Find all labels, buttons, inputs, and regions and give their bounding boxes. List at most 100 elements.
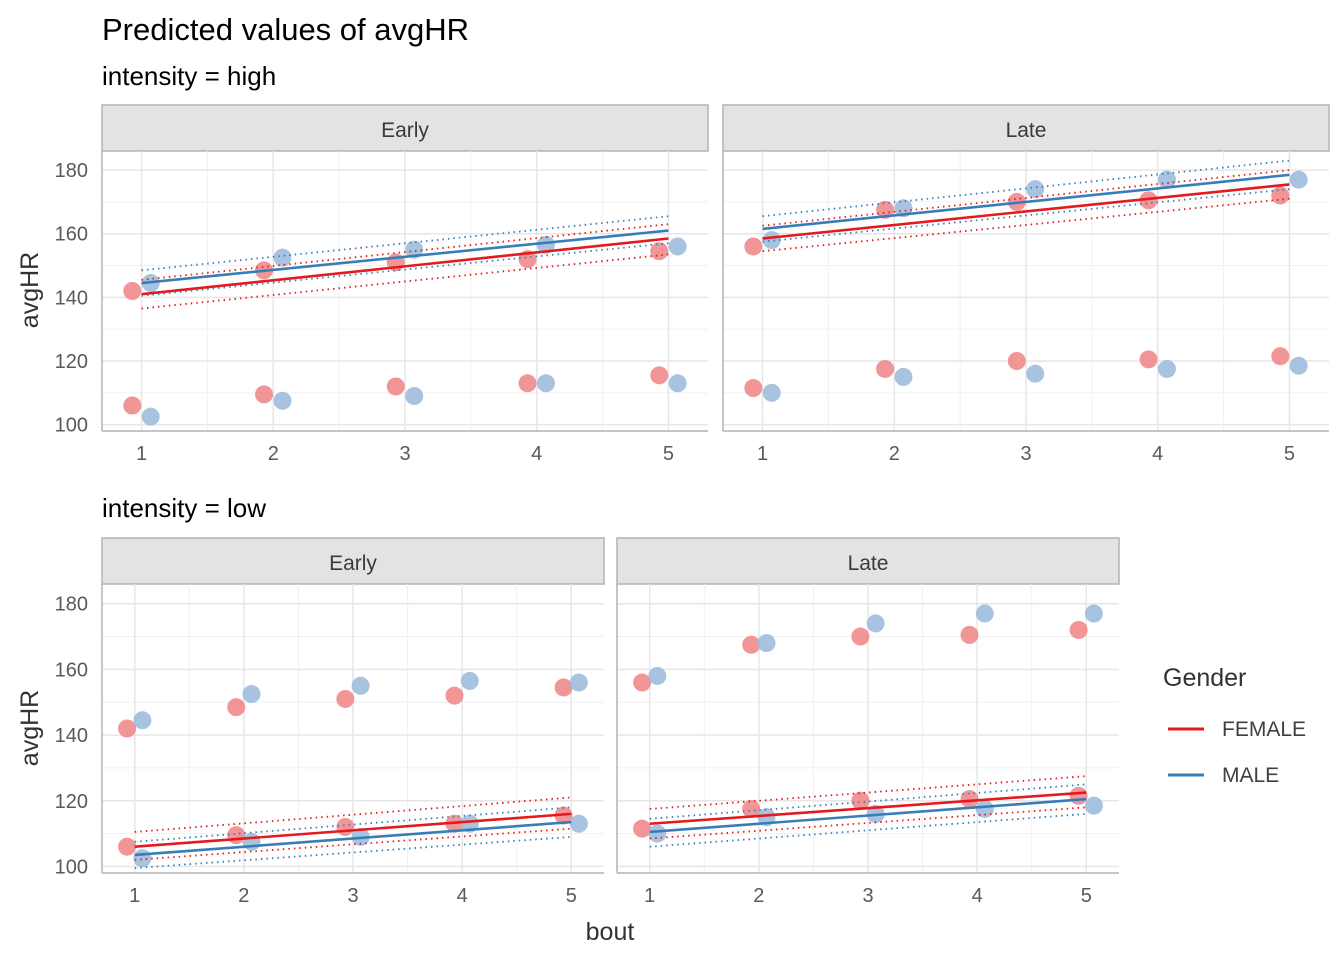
data-point-male	[648, 824, 667, 843]
fit-line-female	[141, 237, 669, 296]
data-point-female	[744, 237, 763, 256]
y-tick-label: 160	[55, 224, 88, 246]
data-point-female	[960, 790, 979, 809]
data-point-male	[536, 235, 555, 254]
ci-upper-female	[649, 775, 1087, 810]
data-point-male	[133, 849, 152, 868]
data-point-female	[742, 799, 761, 818]
data-point-male	[668, 237, 687, 256]
data-point-female	[386, 377, 405, 396]
data-point-male	[1157, 359, 1176, 378]
y-axis-title-low: avgHR	[16, 690, 44, 766]
data-point-female	[518, 374, 537, 393]
data-point-male	[975, 604, 994, 623]
x-axis-title: bout	[586, 918, 635, 946]
fit-line-male	[141, 229, 669, 285]
data-point-female	[1007, 352, 1026, 370]
data-point-male	[1026, 180, 1045, 199]
y-tick-label: 140	[55, 725, 88, 747]
x-tick-label: 3	[347, 885, 358, 907]
y-tick-label: 160	[55, 659, 88, 681]
x-tick-label: 2	[753, 885, 764, 907]
data-point-female	[554, 678, 573, 697]
ci-lower-female	[141, 253, 669, 310]
legend: Gender FEMALE MALE	[1163, 664, 1306, 787]
ci-lower-female	[134, 827, 572, 861]
data-point-male	[536, 374, 555, 393]
data-point-female	[633, 673, 652, 692]
facet-strip-label-high-late: Late	[1006, 119, 1047, 142]
fit-line-female	[649, 791, 1087, 826]
panel-subtitle-low: intensity = low	[102, 493, 266, 523]
x-tick-label: 5	[566, 885, 577, 907]
fit-line-female	[762, 183, 1290, 240]
x-tick-label: 1	[644, 885, 655, 907]
x-tick-label: 4	[531, 443, 542, 465]
data-point-male	[273, 248, 292, 267]
data-point-female	[1069, 786, 1088, 805]
x-tick-label: 4	[972, 885, 983, 907]
ci-upper-male	[134, 806, 572, 843]
data-point-female	[851, 627, 870, 646]
data-point-male	[273, 391, 292, 410]
data-point-male	[762, 231, 781, 250]
data-point-male	[1289, 170, 1308, 189]
x-tick-label: 2	[268, 443, 279, 465]
data-point-female	[1139, 350, 1158, 369]
ci-lower-male	[141, 242, 669, 297]
x-tick-label: 3	[399, 443, 410, 465]
data-point-male	[1026, 364, 1045, 383]
data-point-female	[1271, 186, 1290, 205]
data-point-male	[460, 671, 479, 690]
ci-upper-male	[141, 215, 669, 272]
facet-strip-label-low-early: Early	[329, 552, 377, 575]
x-tick-label: 4	[457, 885, 468, 907]
legend-label-female: FEMALE	[1222, 718, 1306, 741]
x-tick-label: 3	[1020, 443, 1031, 465]
data-point-female	[1139, 191, 1158, 210]
facet-low-early: 1 2 3 4 5 100 120 140 160 180	[55, 584, 604, 907]
data-point-female	[336, 818, 355, 837]
x-tick-label: 1	[136, 443, 147, 465]
chart-title: Predicted values of avgHR	[102, 12, 469, 47]
data-point-male	[648, 666, 667, 685]
data-point-male	[866, 614, 885, 633]
x-tick-label: 2	[889, 443, 900, 465]
data-point-male	[569, 814, 588, 833]
fit-line-male	[134, 820, 572, 857]
x-tick-label: 4	[1152, 443, 1163, 465]
data-point-male	[1289, 356, 1308, 375]
data-point-female	[123, 396, 142, 415]
data-point-female	[960, 625, 979, 644]
data-point-female	[123, 282, 142, 300]
legend-title: Gender	[1163, 664, 1246, 692]
x-tick-label: 1	[129, 885, 140, 907]
panel-subtitle-high: intensity = high	[102, 61, 276, 91]
data-point-female	[118, 837, 137, 856]
data-point-female	[118, 719, 137, 738]
x-tick-label: 5	[1081, 885, 1092, 907]
data-point-male	[405, 387, 424, 405]
x-tick-label: 5	[1284, 443, 1295, 465]
data-point-male	[975, 799, 994, 818]
y-tick-label: 100	[55, 856, 88, 878]
ci-upper-female	[141, 223, 669, 281]
data-point-male	[757, 634, 776, 653]
y-tick-label: 180	[55, 160, 88, 182]
data-point-female	[255, 385, 274, 404]
ci-upper-female	[762, 169, 1290, 227]
facet-high-early: 1 2 3 4 5 100 120 140 160 180	[55, 151, 708, 465]
data-point-male	[242, 685, 261, 704]
x-tick-label: 2	[238, 885, 249, 907]
y-tick-label: 140	[55, 287, 88, 309]
facet-strip-high-early	[101, 104, 709, 152]
data-point-female	[336, 689, 355, 708]
y-tick-label: 120	[55, 791, 88, 813]
ci-upper-male	[762, 159, 1290, 218]
data-point-female	[445, 686, 464, 705]
data-point-female	[876, 359, 895, 378]
data-point-male	[133, 711, 152, 730]
